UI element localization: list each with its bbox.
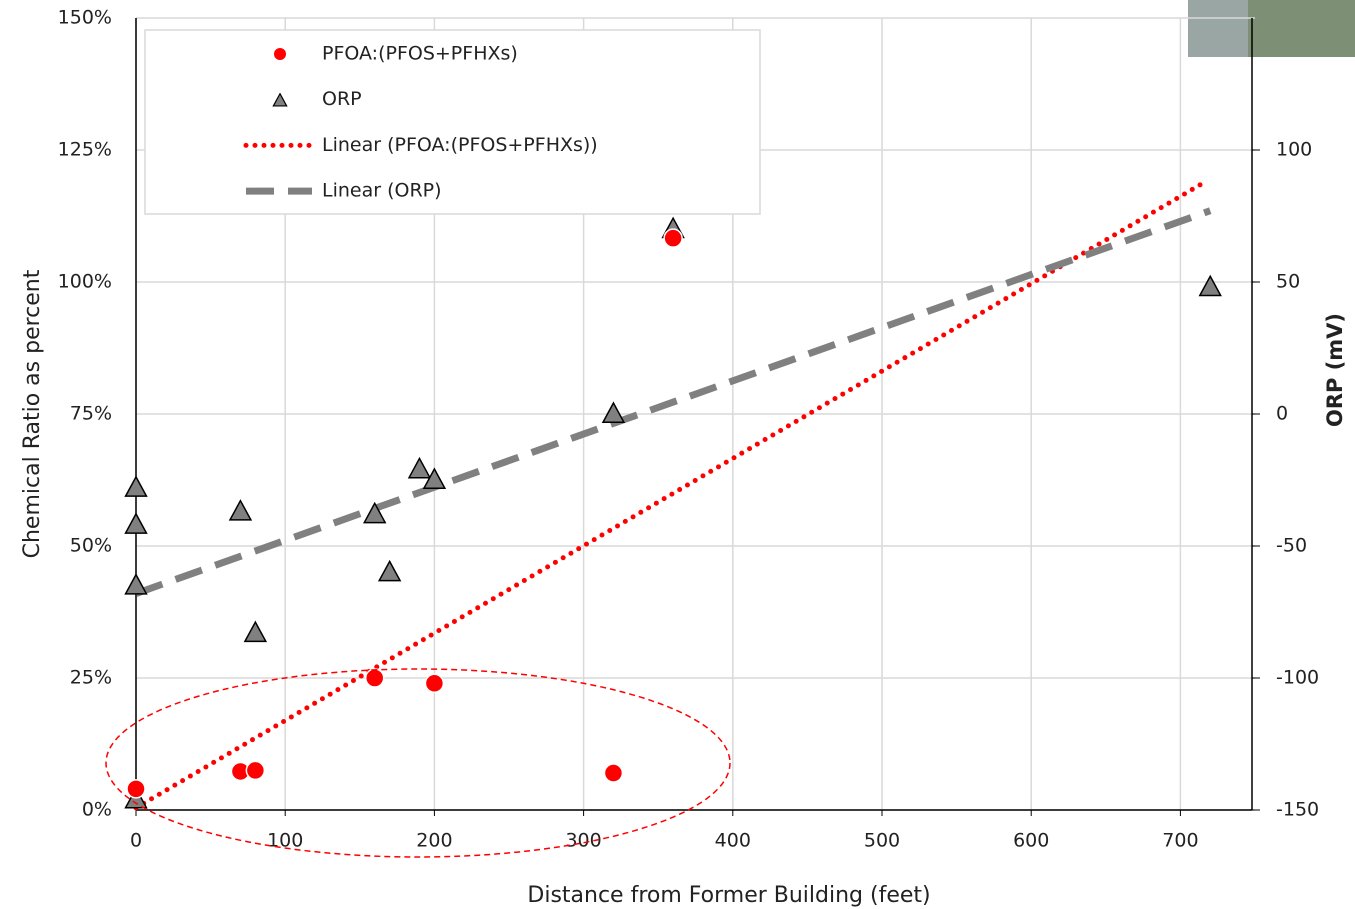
x-tick-label: 400 (715, 830, 751, 852)
point (230, 501, 251, 520)
y-tick-label: 150% (58, 7, 112, 29)
x-axis-title: Distance from Former Building (feet) (527, 883, 930, 908)
legend-label: PFOA:(PFOS+PFHXs) (322, 43, 518, 65)
point (425, 674, 443, 692)
y2-tick-label: -50 (1276, 535, 1307, 557)
y-tick-label: 0% (82, 799, 112, 821)
y-axis-title: Chemical Ratio as percent (20, 269, 45, 558)
y-tick-label: 100% (58, 271, 112, 293)
legend-marker (274, 48, 286, 60)
y-tick-label: 50% (70, 535, 112, 557)
point (409, 458, 430, 477)
trend-line (136, 183, 1203, 808)
x-tick-label: 700 (1162, 830, 1198, 852)
point (245, 622, 266, 641)
legend: PFOA:(PFOS+PFHXs) ORP Linear (PFOA:(PFOS+P… (145, 30, 760, 214)
point (379, 561, 400, 580)
y2-axis-title: ORP (mV) (1323, 313, 1347, 427)
x-tick-label: 200 (416, 830, 452, 852)
page: Distance from Former Building (feet) Che… (0, 0, 1355, 909)
y2-tick-label: 50 (1276, 271, 1300, 293)
legend-label: Linear (PFOA:(PFOS+PFHXs)) (322, 134, 598, 156)
y2-tick-label: -150 (1276, 799, 1319, 821)
point (127, 780, 145, 798)
y-tick-label: 25% (70, 667, 112, 689)
y2-tick-label: -100 (1276, 667, 1319, 689)
y2-tick-label: 0 (1276, 403, 1288, 425)
y-tick-label: 75% (70, 403, 112, 425)
point (664, 229, 682, 247)
point (366, 669, 384, 687)
map-thumbnail-part (1188, 0, 1248, 57)
point (126, 477, 147, 496)
legend-label: ORP (322, 88, 362, 110)
x-tick-label: 600 (1013, 830, 1049, 852)
x-tick-label: 0 (130, 830, 142, 852)
y-tick-label: 125% (58, 139, 112, 161)
legend-label: Linear (ORP) (322, 180, 442, 202)
point (604, 764, 622, 782)
point (603, 403, 624, 422)
chart: Distance from Former Building (feet) Che… (0, 0, 1355, 909)
trend-line (136, 211, 1210, 594)
point (126, 514, 147, 533)
x-tick-label: 500 (864, 830, 900, 852)
point (246, 761, 264, 779)
point (126, 575, 147, 594)
point (1200, 276, 1221, 295)
y2-tick-label: 100 (1276, 139, 1312, 161)
